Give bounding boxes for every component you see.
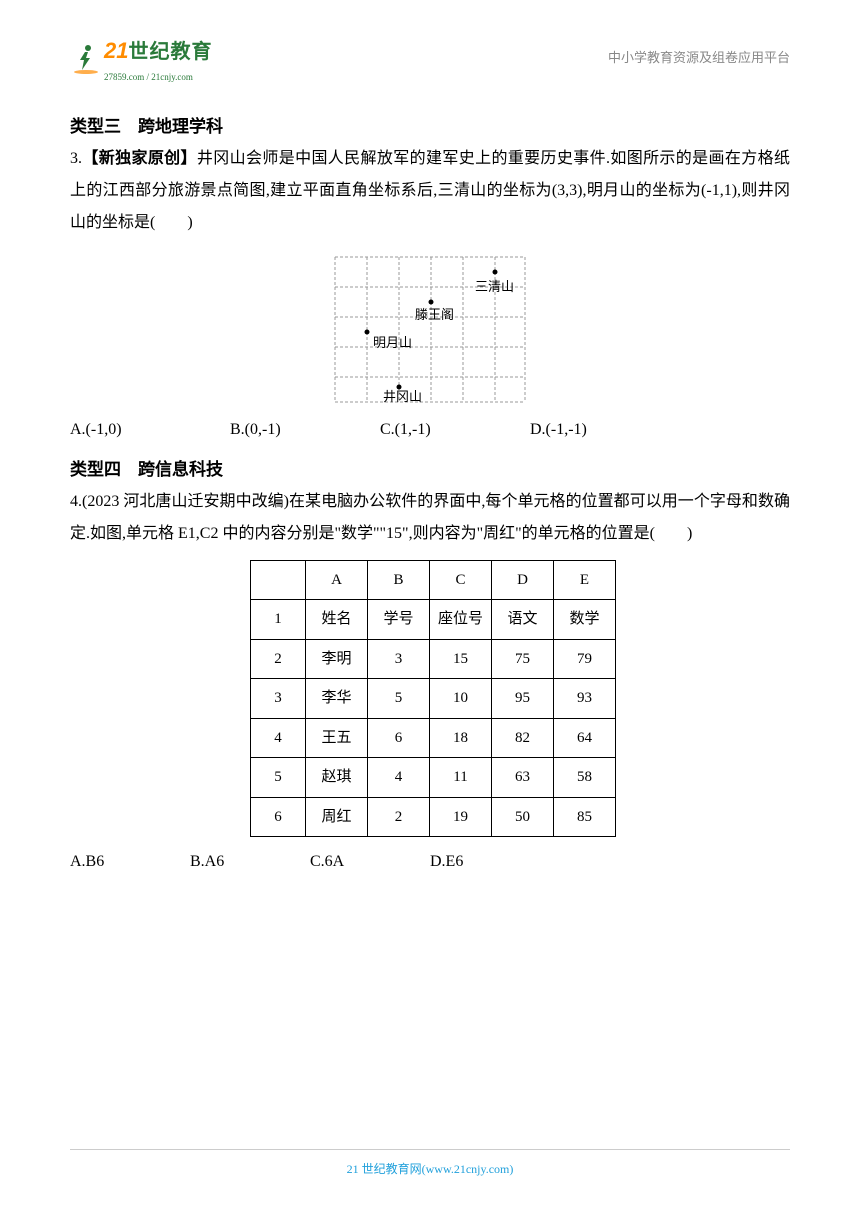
logo-cn-text: 世纪教育 bbox=[128, 41, 212, 63]
logo-text-block: 21世纪教育 27859.com / 21cnjy.com bbox=[104, 30, 212, 86]
cell: 6 bbox=[368, 718, 430, 758]
col-e: E bbox=[554, 560, 616, 600]
q4-option-c[interactable]: C.6A bbox=[310, 847, 430, 877]
logo-number: 21 bbox=[104, 38, 128, 63]
question-4-text: 4.(2023 河北唐山迁安期中改编)在某电脑办公软件的界面中,每个单元格的位置… bbox=[70, 486, 790, 550]
cell: 58 bbox=[554, 758, 616, 798]
col-d: D bbox=[492, 560, 554, 600]
table-row: 3 李华 5 10 95 93 bbox=[251, 679, 616, 719]
cell: 4 bbox=[251, 718, 306, 758]
table-row: 2 李明 3 15 75 79 bbox=[251, 639, 616, 679]
cell: 座位号 bbox=[430, 600, 492, 640]
logo-url: 27859.com / 21cnjy.com bbox=[104, 69, 212, 86]
q3-option-c[interactable]: C.(1,-1) bbox=[380, 415, 530, 445]
label-sanqing: 三清山 bbox=[475, 279, 514, 294]
cell: 3 bbox=[251, 679, 306, 719]
cell: 1 bbox=[251, 600, 306, 640]
cell: 63 bbox=[492, 758, 554, 798]
page-footer: 21 世纪教育网(www.21cnjy.com) bbox=[70, 1149, 790, 1181]
cell: 79 bbox=[554, 639, 616, 679]
cell: 93 bbox=[554, 679, 616, 719]
page-header: 21世纪教育 27859.com / 21cnjy.com 中小学教育资源及组卷… bbox=[70, 30, 790, 86]
grid-map: 三清山 滕王阁 明月山 井冈山 bbox=[325, 247, 535, 407]
cell: 15 bbox=[430, 639, 492, 679]
q4-option-d[interactable]: D.E6 bbox=[430, 847, 550, 877]
col-c: C bbox=[430, 560, 492, 600]
cell: 64 bbox=[554, 718, 616, 758]
q3-option-b[interactable]: B.(0,-1) bbox=[230, 415, 380, 445]
cell: 2 bbox=[368, 797, 430, 837]
col-b: B bbox=[368, 560, 430, 600]
header-subtitle: 中小学教育资源及组卷应用平台 bbox=[608, 46, 790, 71]
cell: 学号 bbox=[368, 600, 430, 640]
question-3-text: 3.【新独家原创】井冈山会师是中国人民解放军的建军史上的重要历史事件.如图所示的… bbox=[70, 143, 790, 239]
table-row: 1 姓名 学号 座位号 语文 数学 bbox=[251, 600, 616, 640]
section4-title: 类型四 跨信息科技 bbox=[70, 454, 790, 486]
cell: 5 bbox=[251, 758, 306, 798]
section-3: 类型三 跨地理学科 3.【新独家原创】井冈山会师是中国人民解放军的建军史上的重要… bbox=[70, 111, 790, 446]
cell: 周红 bbox=[306, 797, 368, 837]
label-jinggang: 井冈山 bbox=[383, 389, 422, 404]
q3-tag: 【新独家原创】 bbox=[82, 150, 197, 167]
label-tengwang: 滕王阁 bbox=[415, 307, 454, 322]
table-row: 6 周红 2 19 50 85 bbox=[251, 797, 616, 837]
q4-number: 4. bbox=[70, 493, 82, 510]
q3-option-a[interactable]: A.(-1,0) bbox=[70, 415, 230, 445]
cell: 19 bbox=[430, 797, 492, 837]
table-row: 5 赵琪 4 11 63 58 bbox=[251, 758, 616, 798]
cell: 5 bbox=[368, 679, 430, 719]
q4-options: A.B6 B.A6 C.6A D.E6 bbox=[70, 847, 790, 877]
cell: 数学 bbox=[554, 600, 616, 640]
cell: 50 bbox=[492, 797, 554, 837]
q3-option-d[interactable]: D.(-1,-1) bbox=[530, 415, 680, 445]
col-a: A bbox=[306, 560, 368, 600]
logo: 21世纪教育 27859.com / 21cnjy.com bbox=[70, 30, 212, 86]
q4-option-a[interactable]: A.B6 bbox=[70, 847, 190, 877]
table-header-row: A B C D E bbox=[251, 560, 616, 600]
section-4: 类型四 跨信息科技 4.(2023 河北唐山迁安期中改编)在某电脑办公软件的界面… bbox=[70, 454, 790, 878]
cell-corner bbox=[251, 560, 306, 600]
table-row: 4 王五 6 18 82 64 bbox=[251, 718, 616, 758]
cell: 姓名 bbox=[306, 600, 368, 640]
cell: 3 bbox=[368, 639, 430, 679]
cell: 语文 bbox=[492, 600, 554, 640]
q3-options: A.(-1,0) B.(0,-1) C.(1,-1) D.(-1,-1) bbox=[70, 415, 790, 445]
cell: 18 bbox=[430, 718, 492, 758]
cell: 李华 bbox=[306, 679, 368, 719]
cell: 11 bbox=[430, 758, 492, 798]
cell: 75 bbox=[492, 639, 554, 679]
spreadsheet-table: A B C D E 1 姓名 学号 座位号 语文 数学 2 李明 3 15 75… bbox=[250, 560, 616, 838]
q3-number: 3. bbox=[70, 150, 82, 167]
cell: 赵琪 bbox=[306, 758, 368, 798]
q4-option-b[interactable]: B.A6 bbox=[190, 847, 310, 877]
cell: 2 bbox=[251, 639, 306, 679]
cell: 10 bbox=[430, 679, 492, 719]
cell: 95 bbox=[492, 679, 554, 719]
q4-source: (2023 河北唐山迁安期中改编) bbox=[82, 493, 289, 510]
runner-icon bbox=[70, 42, 102, 74]
cell: 王五 bbox=[306, 718, 368, 758]
cell: 85 bbox=[554, 797, 616, 837]
cell: 6 bbox=[251, 797, 306, 837]
cell: 4 bbox=[368, 758, 430, 798]
label-mingyue: 明月山 bbox=[373, 335, 412, 350]
cell: 82 bbox=[492, 718, 554, 758]
section3-title: 类型三 跨地理学科 bbox=[70, 111, 790, 143]
cell: 李明 bbox=[306, 639, 368, 679]
